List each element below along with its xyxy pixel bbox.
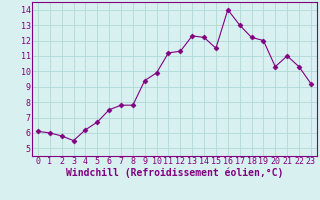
- X-axis label: Windchill (Refroidissement éolien,°C): Windchill (Refroidissement éolien,°C): [66, 168, 283, 178]
